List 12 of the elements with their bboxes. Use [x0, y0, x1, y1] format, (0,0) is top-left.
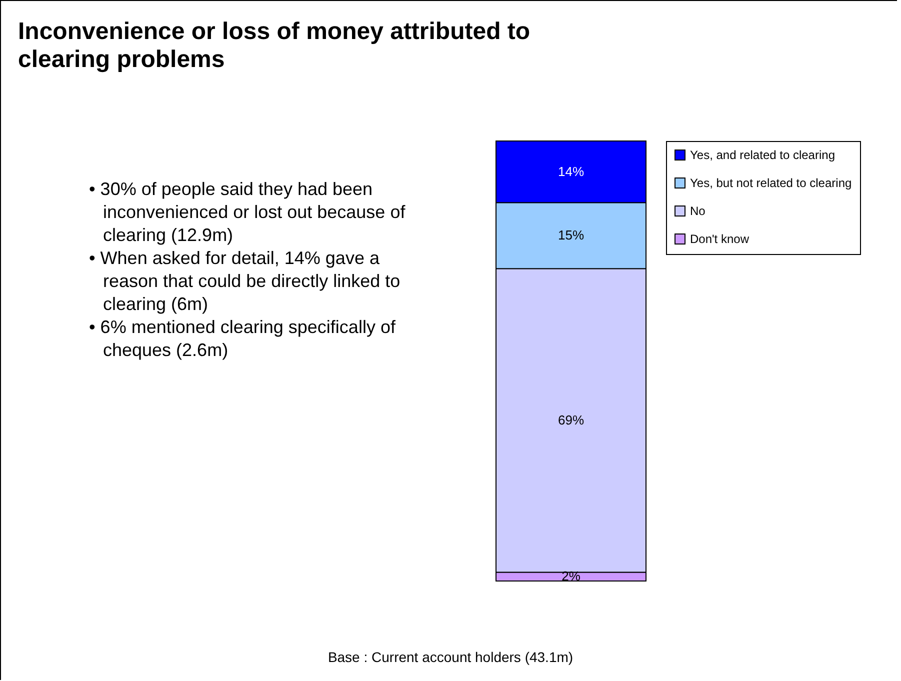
legend-label: Don't know [690, 232, 750, 246]
legend-label: No [690, 204, 706, 218]
data-label: 14% [558, 164, 584, 179]
text: Inconvenience or loss of money attributed to clearing problems [18, 18, 532, 74]
text: • 30% of people said they had been inconvenienced or lost out because of clearing (12.9m) [89, 178, 406, 247]
legend-label: Yes, but not related to clearing [690, 176, 852, 190]
text: • When asked for detail, 14% gave a reason that could be directly linked to clearing (6m) [89, 247, 402, 316]
data-label: 69% [558, 412, 584, 428]
text: • 6% mentioned clearing specifically of cheques (2.6m) [89, 316, 396, 362]
legend-label: Yes, and related to clearing [690, 148, 835, 162]
text: Base : Current account holders (43.1m) [326, 649, 574, 665]
data-label: 15% [558, 228, 584, 243]
